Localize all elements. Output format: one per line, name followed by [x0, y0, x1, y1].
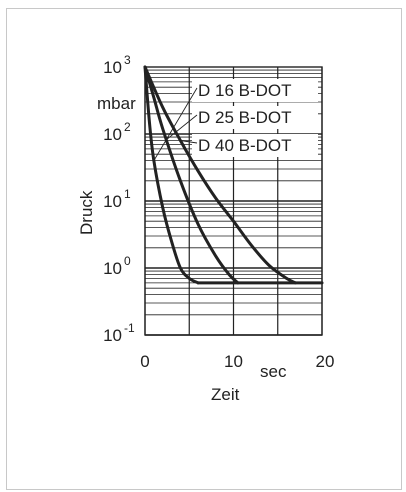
legend-label-3: D 40 B-DOT — [198, 136, 292, 155]
y-unit-label: mbar — [97, 94, 136, 113]
y-tick-label: 10 — [103, 326, 122, 345]
tick-labels: 10 310 210 110 010 -10 10 20 — [103, 53, 334, 371]
y-tick-exponent: 2 — [124, 120, 131, 134]
x-axis-label: Zeit — [211, 385, 240, 404]
y-tick-exponent: -1 — [124, 321, 135, 335]
series-line-2 — [143, 65, 240, 285]
legend-label-bg — [192, 134, 318, 157]
y-tick-exponent: 3 — [124, 53, 131, 67]
curves — [143, 65, 324, 285]
legend-leader-3 — [180, 140, 198, 144]
legend-leader-2 — [165, 114, 198, 141]
x-unit-label: sec — [260, 362, 287, 381]
series-line-3 — [143, 65, 297, 285]
y-tick-exponent: 0 — [124, 254, 131, 268]
plot-border — [144, 66, 323, 336]
y-tick-label: 10 — [103, 192, 122, 211]
y-tick-exponent: 1 — [124, 187, 131, 201]
x-tick-label: 10 — [224, 352, 243, 371]
x-tick-label: 0 — [140, 352, 149, 371]
grid — [144, 66, 323, 336]
series-line-1 — [143, 65, 200, 285]
legend-label-1: D 16 B-DOT — [198, 81, 292, 100]
y-tick-label: 10 — [103, 58, 122, 77]
legend-label-bg — [192, 79, 318, 102]
x-tick-label: 20 — [316, 352, 335, 371]
legend-leader-1 — [153, 87, 198, 161]
legend-label-bg — [192, 106, 318, 129]
legend-label-2: D 25 B-DOT — [198, 108, 292, 127]
y-axis-label: Druck — [77, 190, 96, 235]
y-tick-label: 10 — [103, 259, 122, 278]
legend: D 16 B-DOT D 25 B-DOT D 40 B-DOT — [153, 79, 318, 161]
y-tick-label: 10 — [103, 125, 122, 144]
